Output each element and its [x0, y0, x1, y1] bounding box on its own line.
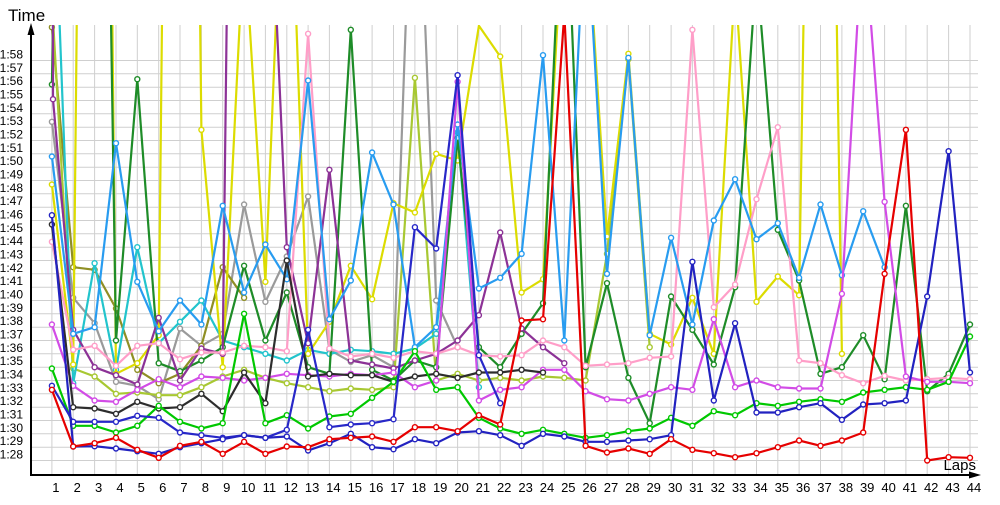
svg-text:1:41: 1:41 — [0, 274, 23, 288]
svg-text:28: 28 — [625, 480, 639, 495]
svg-text:1:33: 1:33 — [0, 381, 23, 395]
svg-text:23: 23 — [518, 480, 532, 495]
svg-text:6: 6 — [159, 480, 166, 495]
svg-text:1:50: 1:50 — [0, 154, 23, 168]
svg-text:1:52: 1:52 — [0, 128, 23, 142]
svg-text:32: 32 — [711, 480, 725, 495]
svg-text:30: 30 — [668, 480, 682, 495]
svg-text:1:45: 1:45 — [0, 221, 23, 235]
svg-text:3: 3 — [95, 480, 102, 495]
svg-text:44: 44 — [967, 480, 981, 495]
svg-text:1:58: 1:58 — [0, 48, 23, 62]
svg-text:18: 18 — [412, 480, 426, 495]
svg-text:34: 34 — [753, 480, 767, 495]
svg-text:19: 19 — [433, 480, 447, 495]
svg-text:1:56: 1:56 — [0, 74, 23, 88]
svg-text:1:40: 1:40 — [0, 288, 23, 302]
svg-text:4: 4 — [116, 480, 123, 495]
svg-text:1:37: 1:37 — [0, 328, 23, 342]
svg-text:7: 7 — [180, 480, 187, 495]
svg-text:1:35: 1:35 — [0, 354, 23, 368]
svg-text:1:49: 1:49 — [0, 168, 23, 182]
svg-text:1:43: 1:43 — [0, 248, 23, 262]
svg-text:1:42: 1:42 — [0, 261, 23, 275]
svg-text:20: 20 — [454, 480, 468, 495]
svg-text:1:48: 1:48 — [0, 181, 23, 195]
svg-text:13: 13 — [305, 480, 319, 495]
svg-text:2: 2 — [74, 480, 81, 495]
svg-text:10: 10 — [241, 480, 255, 495]
svg-text:17: 17 — [390, 480, 404, 495]
svg-text:1:57: 1:57 — [0, 61, 23, 75]
svg-text:8: 8 — [202, 480, 209, 495]
svg-text:29: 29 — [646, 480, 660, 495]
svg-text:1: 1 — [52, 480, 59, 495]
svg-text:35: 35 — [775, 480, 789, 495]
svg-text:1:28: 1:28 — [0, 448, 23, 462]
svg-text:1:34: 1:34 — [0, 368, 23, 382]
svg-text:31: 31 — [689, 480, 703, 495]
svg-text:1:31: 1:31 — [0, 408, 23, 422]
svg-text:1:54: 1:54 — [0, 101, 23, 115]
svg-text:1:53: 1:53 — [0, 114, 23, 128]
svg-text:1:29: 1:29 — [0, 434, 23, 448]
svg-text:14: 14 — [326, 480, 340, 495]
svg-text:26: 26 — [582, 480, 596, 495]
svg-text:33: 33 — [732, 480, 746, 495]
svg-text:27: 27 — [604, 480, 618, 495]
svg-text:11: 11 — [263, 480, 277, 495]
svg-text:1:32: 1:32 — [0, 394, 23, 408]
svg-text:41: 41 — [903, 480, 917, 495]
svg-text:16: 16 — [369, 480, 383, 495]
svg-text:15: 15 — [348, 480, 362, 495]
svg-text:1:44: 1:44 — [0, 234, 23, 248]
svg-text:1:47: 1:47 — [0, 194, 23, 208]
svg-text:Laps: Laps — [943, 457, 976, 474]
svg-text:22: 22 — [497, 480, 511, 495]
svg-text:9: 9 — [223, 480, 230, 495]
svg-text:1:46: 1:46 — [0, 208, 23, 222]
svg-text:1:38: 1:38 — [0, 314, 23, 328]
svg-text:25: 25 — [561, 480, 575, 495]
svg-text:38: 38 — [839, 480, 853, 495]
svg-text:39: 39 — [860, 480, 874, 495]
svg-text:37: 37 — [817, 480, 831, 495]
svg-text:1:51: 1:51 — [0, 141, 23, 155]
svg-text:43: 43 — [945, 480, 959, 495]
svg-text:1:36: 1:36 — [0, 341, 23, 355]
svg-text:Time: Time — [8, 6, 45, 25]
svg-text:36: 36 — [796, 480, 810, 495]
svg-text:1:30: 1:30 — [0, 421, 23, 435]
svg-text:1:39: 1:39 — [0, 301, 23, 315]
svg-text:42: 42 — [924, 480, 938, 495]
svg-text:5: 5 — [138, 480, 145, 495]
svg-text:24: 24 — [540, 480, 554, 495]
svg-text:12: 12 — [284, 480, 298, 495]
svg-text:21: 21 — [476, 480, 490, 495]
svg-text:1:55: 1:55 — [0, 88, 23, 102]
svg-text:40: 40 — [881, 480, 895, 495]
